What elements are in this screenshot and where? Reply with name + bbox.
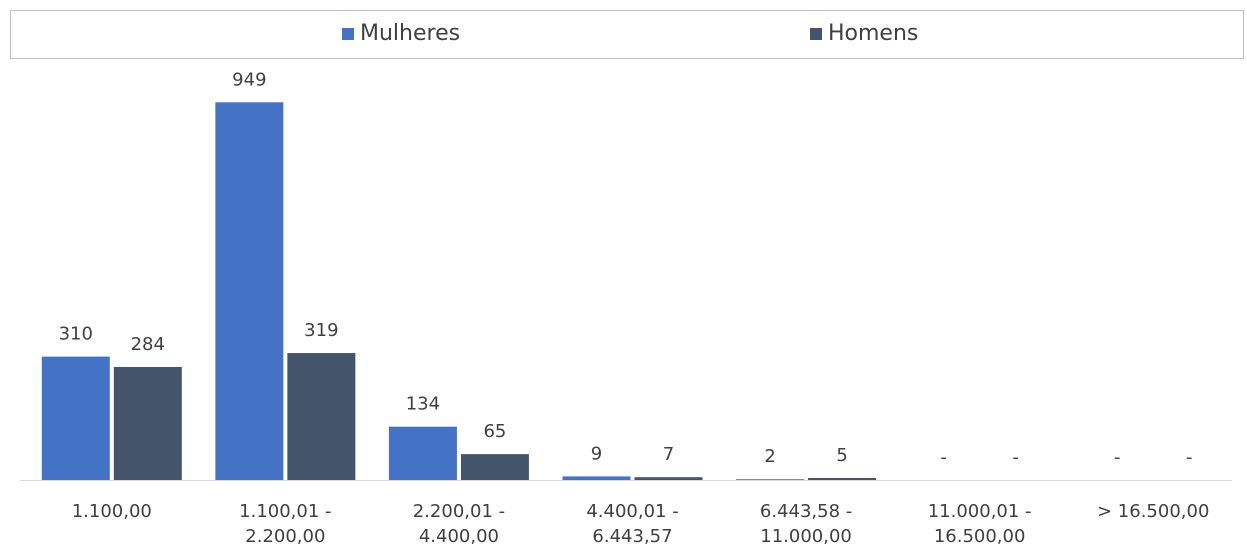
data-label: 310: [59, 324, 93, 345]
data-label: -: [1114, 447, 1121, 468]
x-tick-label: 1.100,00: [72, 501, 152, 522]
legend-swatch: [810, 28, 822, 40]
data-label: 949: [232, 69, 266, 90]
bar: [634, 477, 703, 480]
bar: [562, 476, 631, 480]
data-label: 134: [406, 394, 440, 415]
data-label: 7: [663, 444, 674, 465]
x-tick-label: 11.000,01 -16.500,00: [928, 501, 1032, 547]
legend-label: Mulheres: [360, 21, 460, 46]
bar: [460, 454, 529, 480]
data-label: -: [1012, 447, 1019, 468]
bar: [808, 478, 877, 480]
bar: [388, 426, 457, 480]
bar: [736, 479, 805, 480]
bar: [215, 102, 284, 480]
x-tick-label: 6.443,58 -11.000,00: [760, 501, 852, 547]
bar: [113, 366, 182, 480]
data-label: 5: [836, 445, 847, 466]
legend-swatch: [342, 28, 354, 40]
legend-box: [10, 10, 1244, 59]
data-label: -: [940, 447, 947, 468]
data-label: 284: [131, 334, 165, 355]
data-label: 9: [591, 443, 602, 464]
data-label: -: [1186, 447, 1193, 468]
x-tick-label: > 16.500,00: [1097, 501, 1209, 522]
x-tick-label: 2.200,01 -4.400,00: [413, 501, 505, 547]
bar: [41, 356, 110, 480]
data-label: 2: [764, 446, 775, 467]
legend-label: Homens: [828, 21, 918, 46]
x-tick-label: 4.400,01 -6.443,57: [586, 501, 678, 547]
data-label: 65: [483, 421, 506, 442]
x-tick-label: 1.100,01 -2.200,00: [239, 501, 331, 547]
bar: [287, 353, 356, 480]
data-label: 319: [304, 320, 338, 341]
